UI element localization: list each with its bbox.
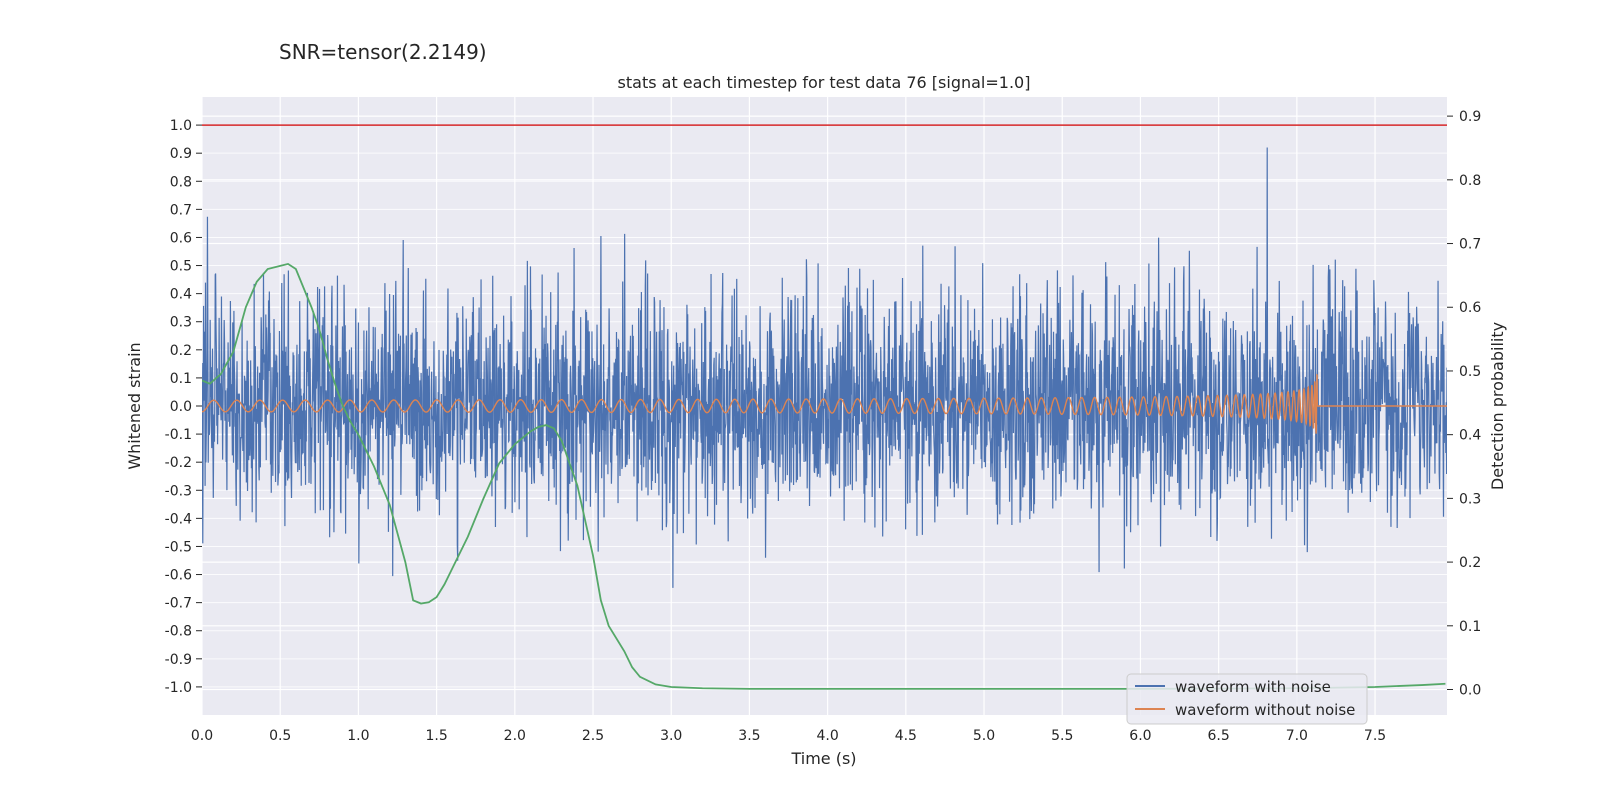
y-tick-label: 1.0 <box>170 118 192 134</box>
y-tick-label: 0.6 <box>170 230 192 246</box>
x-tick-label: 6.0 <box>1129 728 1151 744</box>
series-layer <box>202 124 1447 690</box>
x-tick-label: 7.0 <box>1286 728 1308 744</box>
series-waveform-without-noise <box>202 373 1447 434</box>
y-tick-label: 0.9 <box>170 146 192 162</box>
y2-tick-label: 0.7 <box>1459 237 1481 253</box>
series-detection-probability <box>202 262 1446 690</box>
y2-tick-label: 0.6 <box>1459 300 1481 316</box>
y-tick-label: -0.1 <box>165 427 192 443</box>
y2-tick-label: 0.0 <box>1459 683 1481 699</box>
x-tick-label: 2.5 <box>582 728 604 744</box>
y-tick-labels: -1.0 -0.9 -0.8 -0.7 -0.6 -0.5 -0.4 -0.3 -0.2 -0.1… <box>165 118 202 696</box>
y2-tick-label: 0.5 <box>1459 364 1481 380</box>
y-tick-label: -0.3 <box>165 483 192 499</box>
y-tick-label: 0.4 <box>170 287 192 303</box>
y2-tick-label: 0.4 <box>1459 428 1481 444</box>
y-tick-label: -0.7 <box>165 596 192 612</box>
x-tick-label: 2.0 <box>504 728 526 744</box>
x-tick-label: 6.5 <box>1208 728 1230 744</box>
y-tick-label: -0.4 <box>165 511 192 527</box>
y-tick-label: -1.0 <box>165 680 192 696</box>
x-tick-label: 4.5 <box>895 728 917 744</box>
x-tick-label: 0.5 <box>269 728 291 744</box>
legend: waveform with noise waveform without noi… <box>1126 673 1368 725</box>
y-tick-label: -0.9 <box>165 652 192 668</box>
x-tick-label: 5.0 <box>973 728 995 744</box>
y-tick-label: 0.8 <box>170 174 192 190</box>
chart-title: stats at each timestep for test data 76 … <box>618 73 1031 92</box>
x-tick-label: 4.0 <box>816 728 838 744</box>
x-tick-labels: 0.0 0.5 1.0 1.5 2.0 2.5 3.0 3.5 4.0 4.5 5.0 5.5 6.0 6… <box>191 728 1386 744</box>
legend-box <box>1126 673 1368 725</box>
y-axis-label: Whitened strain <box>125 342 144 469</box>
y2-tick-label: 0.2 <box>1459 555 1481 571</box>
x-tick-label: 3.5 <box>738 728 760 744</box>
y-tick-label: -0.2 <box>165 455 192 471</box>
x-tick-label: 1.0 <box>347 728 369 744</box>
y-tick-label: -0.8 <box>165 624 192 640</box>
x-tick-label: 7.5 <box>1364 728 1386 744</box>
y-tick-label: -0.5 <box>165 539 192 555</box>
x-tick-label: 5.5 <box>1051 728 1073 744</box>
y2-tick-labels: 0.0 0.1 0.2 0.3 0.4 0.5 0.6 0.7 0.8 0.9 <box>1447 109 1481 699</box>
x-tick-label: 0.0 <box>191 728 213 744</box>
y-tick-label: 0.5 <box>170 259 192 275</box>
x-tick-label: 3.0 <box>660 728 682 744</box>
y2-axis-label: Detection probability <box>1488 322 1507 490</box>
y-tick-label: -0.6 <box>165 568 192 584</box>
y-tick-label: 0.2 <box>170 343 192 359</box>
y-tick-label: 0.3 <box>170 315 192 331</box>
y-tick-label: 0.1 <box>170 371 192 387</box>
y2-tick-label: 0.1 <box>1459 619 1481 635</box>
legend-label-noise: waveform with noise <box>1175 678 1331 696</box>
y2-tick-label: 0.9 <box>1459 109 1481 125</box>
y2-tick-label: 0.3 <box>1459 491 1481 507</box>
series-waveform-with-noise <box>202 147 1447 588</box>
legend-label-signal: waveform without noise <box>1175 701 1355 719</box>
y-tick-label: 0.0 <box>170 399 192 415</box>
x-tick-label: 1.5 <box>425 728 447 744</box>
y2-tick-label: 0.8 <box>1459 173 1481 189</box>
x-axis-label: Time (s) <box>790 749 856 768</box>
y-tick-label: 0.7 <box>170 202 192 218</box>
suptitle: SNR=tensor(2.2149) <box>279 40 487 64</box>
